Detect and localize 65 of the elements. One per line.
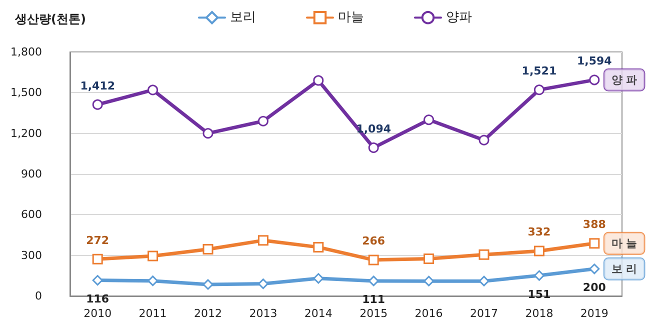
point [478,249,490,260]
point [92,254,103,264]
x-tick-label: 2014 [304,307,332,320]
x-tick-label: 2017 [470,307,498,320]
point [589,238,600,249]
data-label: 266 [362,234,386,248]
point [534,246,544,256]
point [424,114,434,126]
point [202,128,214,139]
point [258,235,268,246]
point [534,84,544,96]
data-label: 1,521 [522,64,557,78]
y-tick-label: 1,200 [10,126,42,140]
point [92,99,103,110]
data-label: 111 [362,293,386,306]
point [258,278,268,290]
annotation: 마 늘 [611,236,638,250]
data-label: 332 [528,226,551,239]
legend-label: 보리 [230,10,256,26]
x-tick-label: 2019 [580,307,608,320]
point [589,264,600,274]
point [368,254,379,266]
point [313,75,324,86]
data-label: 1,594 [577,54,612,68]
legend-label: 양파 [446,10,472,26]
point [313,242,324,252]
y-tick-label: 0 [35,290,42,302]
point [148,276,158,286]
x-tick-label: 2013 [249,307,278,320]
point [148,84,158,96]
y-tick-label: 600 [21,208,42,222]
data-label: 388 [582,218,606,232]
point [534,270,544,281]
y-tick-label: 1,500 [10,86,42,100]
point [478,134,490,146]
point [258,116,268,126]
data-label: 116 [86,292,110,306]
point [424,253,434,264]
data-label: 151 [528,288,551,301]
point [92,275,103,286]
y-tick-label: 900 [21,168,42,180]
point [313,273,324,284]
data-label: 1,412 [80,79,115,92]
legend-label: 마늘 [338,10,364,26]
x-tick-label: 2015 [360,307,388,320]
point [478,276,490,286]
x-tick-label: 2012 [194,307,222,320]
data-label: 200 [582,281,606,294]
point [148,250,158,262]
annotation: 양 파 [611,73,638,86]
point [424,276,434,286]
point [589,74,600,86]
x-tick-label: 2018 [525,307,554,320]
y-tick-label: 300 [21,248,42,262]
x-tick-label: 2016 [414,307,443,320]
point [368,276,379,286]
x-tick-label: 2010 [84,307,112,320]
data-label: 272 [86,234,110,247]
annotation: 보 리 [611,262,638,276]
y-tick-label: 1,800 [10,46,42,58]
point [202,279,214,290]
point [368,142,379,153]
x-tick-label: 2011 [138,307,167,320]
y-axis-title: 생산량(천톤) [14,12,86,26]
point [202,244,214,254]
